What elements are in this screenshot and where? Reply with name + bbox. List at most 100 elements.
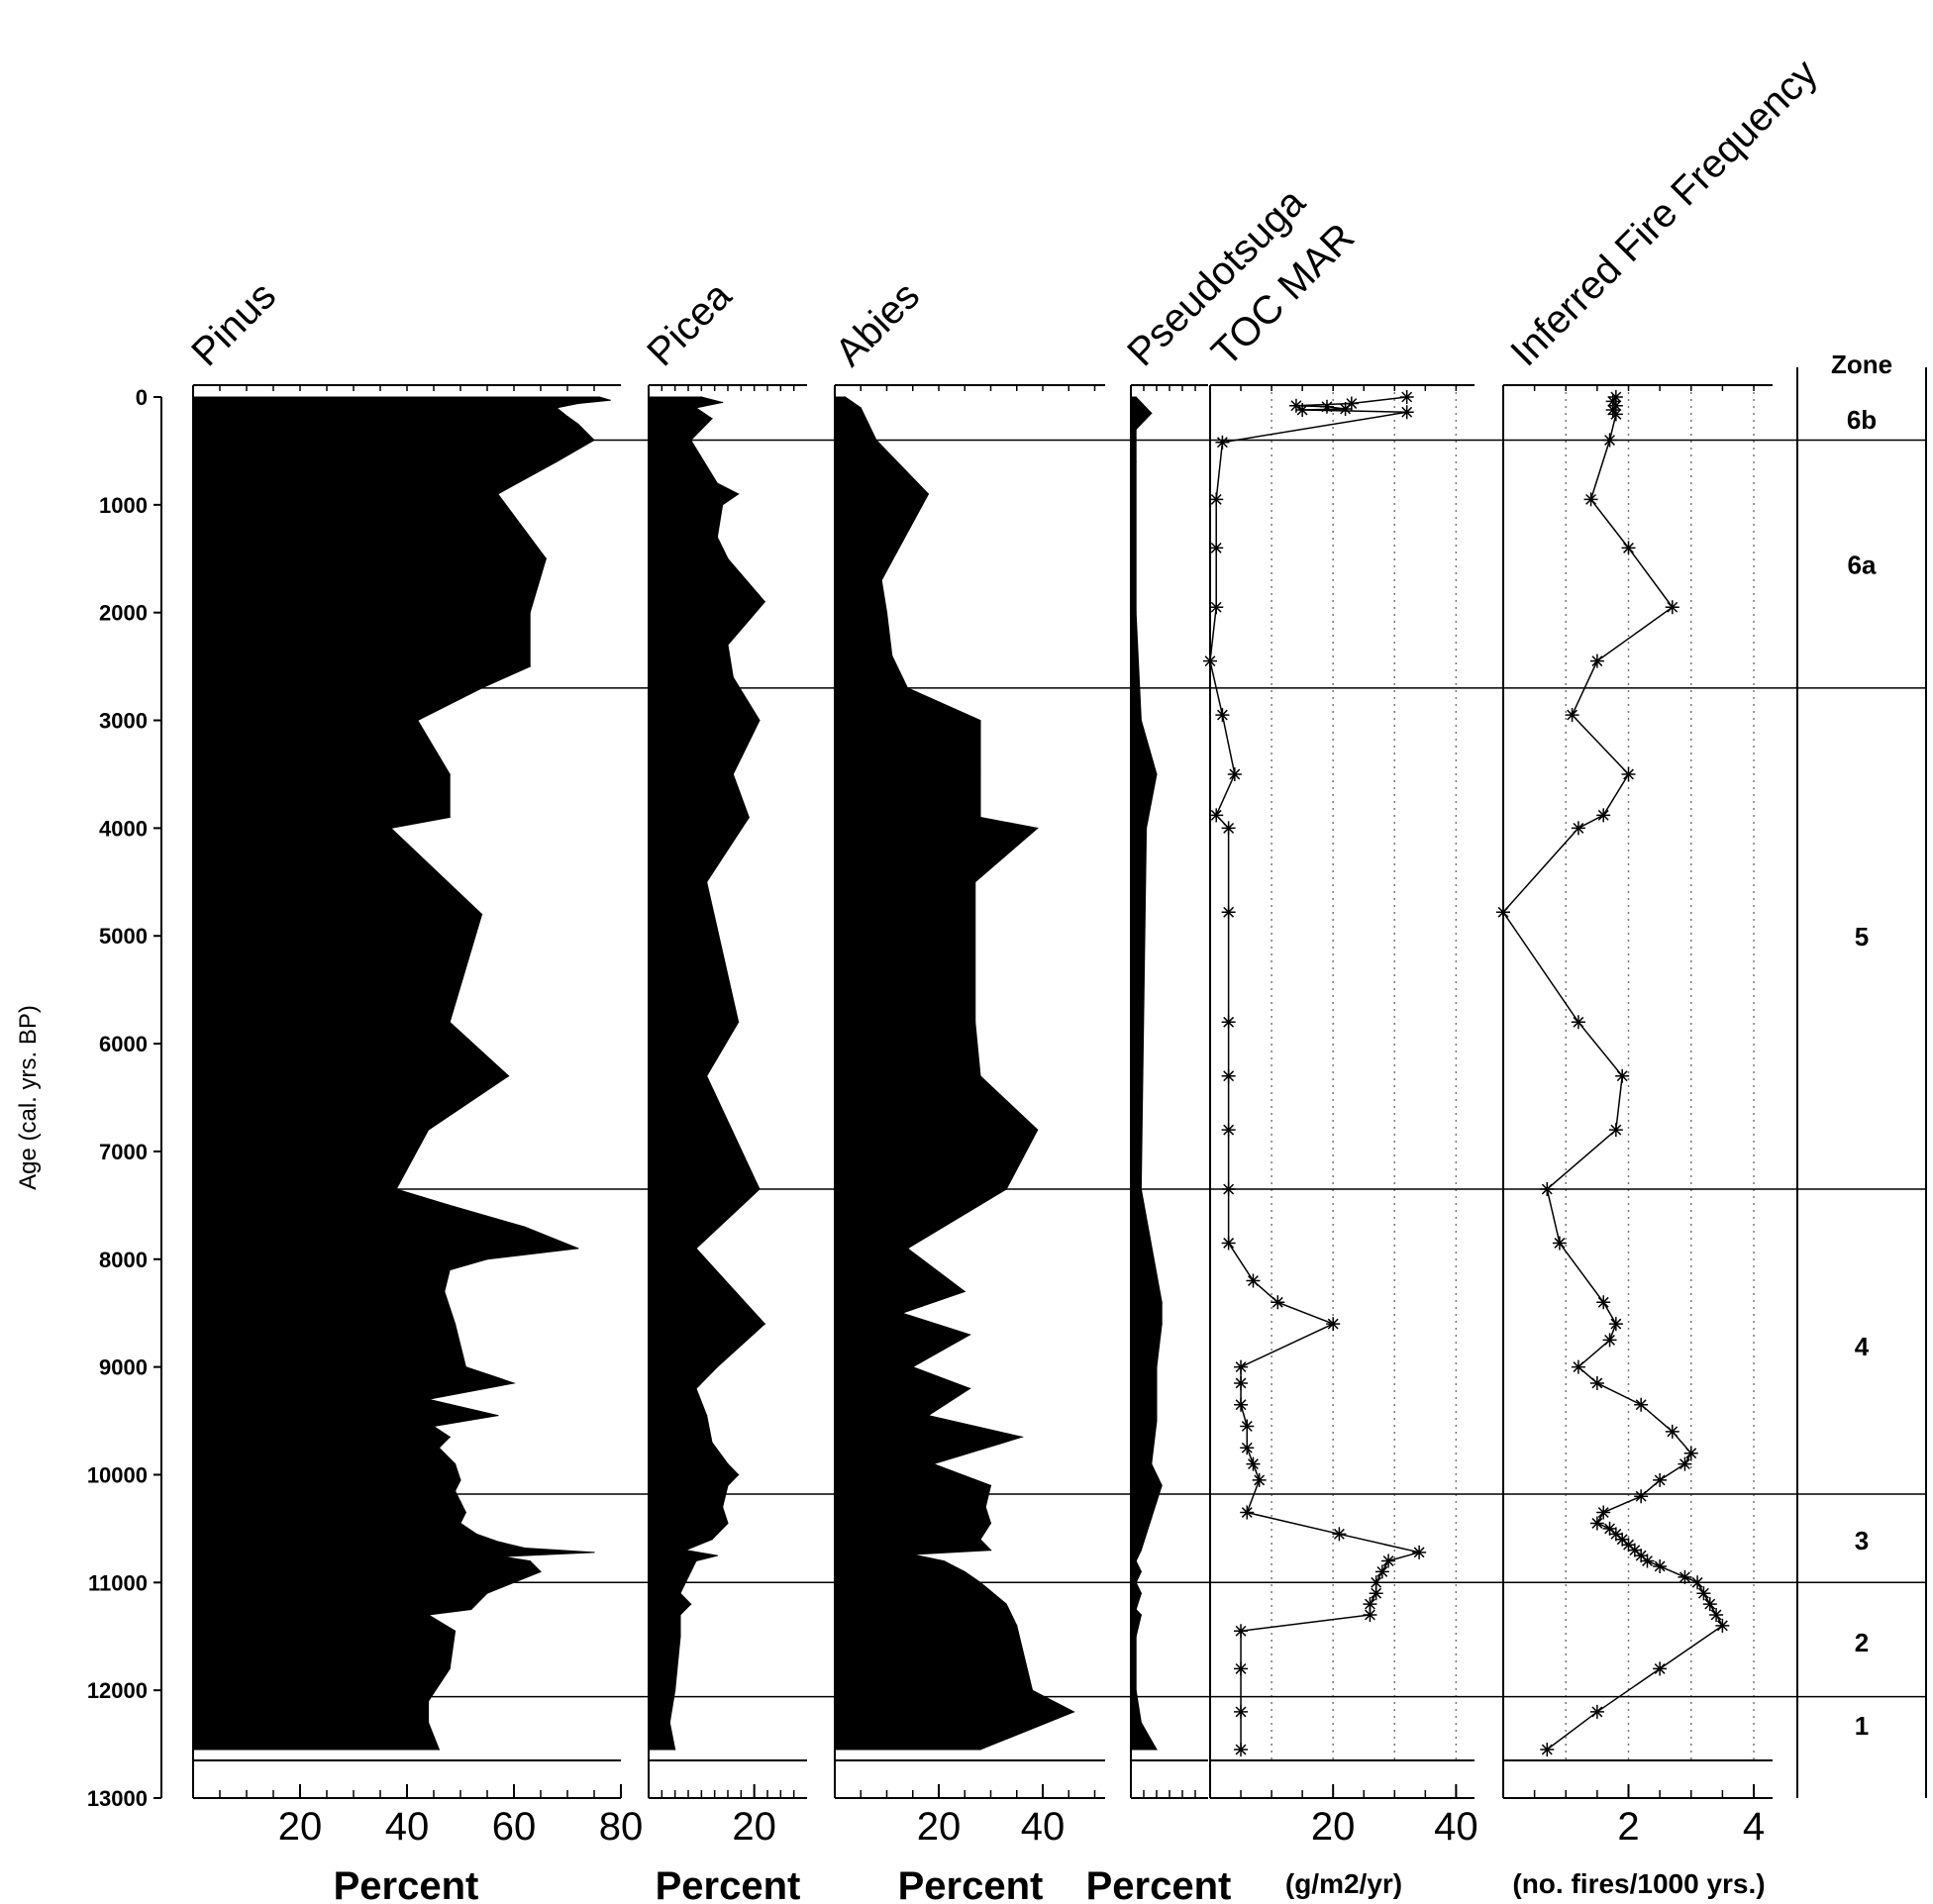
pinus-sample-point bbox=[449, 816, 451, 819]
inferred-fire-frequency-data-point bbox=[1571, 1359, 1585, 1374]
picea-sample-point bbox=[759, 719, 761, 722]
picea-sample-point bbox=[695, 407, 697, 409]
toc-mar-data-point bbox=[1412, 1545, 1427, 1559]
pseudotsuga-x-label: Percent bbox=[1086, 1864, 1232, 1904]
inferred-fire-frequency-data-point bbox=[1605, 394, 1620, 409]
zone-label: 3 bbox=[1855, 1526, 1869, 1555]
toc-mar-data-point bbox=[1369, 1586, 1383, 1601]
toc-mar-data-point bbox=[1332, 1527, 1347, 1542]
pseudotsuga-sample-point bbox=[1156, 773, 1158, 775]
toc-mar-line bbox=[1209, 396, 1420, 1751]
abies-curve bbox=[834, 396, 1075, 1751]
pseudotsuga-sample-point bbox=[1140, 1592, 1142, 1594]
pinus-sample-point bbox=[497, 493, 499, 495]
picea-sample-point bbox=[674, 1749, 676, 1751]
inferred-fire-frequency-data-point bbox=[1589, 1516, 1604, 1531]
picea-sample-point bbox=[716, 1366, 718, 1368]
toc-mar-data-point bbox=[1363, 1607, 1377, 1622]
inferred-fire-frequency-data-point bbox=[1608, 398, 1623, 413]
inferred-fire-frequency-data-point bbox=[1552, 1236, 1567, 1251]
zone-header: Zone bbox=[1831, 350, 1892, 379]
toc-mar-data-point bbox=[1338, 401, 1353, 416]
picea-sample-point bbox=[748, 816, 750, 819]
toc-mar-data-point bbox=[1215, 435, 1230, 450]
picea-sample-point bbox=[690, 1603, 692, 1605]
inferred-fire-frequency-data-point bbox=[1583, 492, 1598, 507]
inferred-fire-frequency-data-point bbox=[1608, 1527, 1623, 1542]
pinus-sample-point bbox=[390, 827, 392, 829]
pseudotsuga-curve bbox=[1130, 396, 1163, 1751]
zone-label: 2 bbox=[1855, 1628, 1869, 1657]
picea-sample-point bbox=[716, 1554, 718, 1556]
abies-sample-point bbox=[979, 1539, 981, 1541]
pinus-title: Pinus bbox=[183, 273, 284, 374]
toc-mar-data-point bbox=[1221, 1068, 1236, 1083]
pinus-sample-point bbox=[455, 1490, 457, 1492]
picea-sample-point bbox=[732, 676, 734, 678]
inferred-fire-frequency-data-point bbox=[1589, 1375, 1604, 1390]
toc-mar-data-point bbox=[1234, 1704, 1249, 1719]
age-tick-label: 3000 bbox=[99, 709, 148, 734]
picea-sample-point bbox=[711, 418, 713, 420]
pinus-sample-point bbox=[428, 1722, 430, 1724]
abies-title: Abies bbox=[827, 273, 928, 374]
pinus-sample-point bbox=[556, 460, 558, 462]
inferred-fire-frequency-data-point bbox=[1615, 1532, 1630, 1547]
pinus-sample-point bbox=[464, 1511, 466, 1514]
inferred-fire-frequency-data-point bbox=[1608, 1123, 1623, 1138]
inferred-fire-frequency-data-point bbox=[1683, 1446, 1698, 1460]
toc-mar-data-point bbox=[1203, 653, 1217, 668]
pseudotsuga-sample-point bbox=[1140, 1550, 1142, 1552]
age-tick-label: 12000 bbox=[87, 1678, 148, 1703]
inferred-fire-frequency-data-point bbox=[1605, 403, 1620, 418]
picea-sample-point bbox=[732, 773, 734, 775]
pinus-x-tick-label: 40 bbox=[385, 1805, 430, 1849]
zone-label: 6b bbox=[1847, 405, 1877, 435]
picea-x-label: Percent bbox=[656, 1864, 801, 1904]
inferred-fire-frequency-x-label: (no. fires/1000 yrs.) bbox=[1512, 1868, 1765, 1899]
inferred-fire-frequency-data-point bbox=[1678, 1569, 1692, 1584]
toc-mar-x-tick-label: 40 bbox=[1434, 1805, 1478, 1849]
toc-mar-data-point bbox=[1252, 1472, 1267, 1487]
pseudotsuga-sample-point bbox=[1151, 412, 1153, 414]
picea-sample-point bbox=[706, 1075, 708, 1077]
toc-mar-data-point bbox=[1234, 1661, 1249, 1676]
picea-sample-point bbox=[727, 1484, 729, 1486]
pinus-sample-point bbox=[449, 1436, 451, 1438]
abies-sample-point bbox=[1037, 1129, 1039, 1131]
pinus-sample-point bbox=[566, 415, 568, 418]
age-tick-label: 4000 bbox=[99, 816, 148, 841]
pinus-sample-point bbox=[577, 402, 579, 405]
abies-x-tick-label: 40 bbox=[1021, 1805, 1066, 1849]
inferred-fire-frequency-data-point bbox=[1709, 1607, 1724, 1622]
pinus-sample-point bbox=[417, 719, 419, 722]
inferred-fire-frequency-data-point bbox=[1634, 1397, 1649, 1412]
pinus-sample-point bbox=[486, 1592, 488, 1594]
picea-sample-point bbox=[727, 1462, 729, 1465]
age-tick-label: 0 bbox=[136, 385, 148, 410]
abies-sample-point bbox=[1021, 1436, 1023, 1438]
inferred-fire-frequency-data-point bbox=[1665, 600, 1679, 615]
toc-mar-data-point bbox=[1246, 1456, 1261, 1471]
picea-sample-point bbox=[695, 1248, 697, 1250]
inferred-fire-frequency-data-point bbox=[1602, 1521, 1617, 1536]
toc-mar-data-point bbox=[1215, 708, 1230, 723]
pinus-curve bbox=[192, 396, 611, 1751]
inferred-fire-frequency-data-point bbox=[1496, 905, 1510, 920]
pseudotsuga-sample-point bbox=[1146, 827, 1148, 829]
pinus-sample-point bbox=[470, 1608, 472, 1611]
inferred-fire-frequency-data-point bbox=[1602, 1333, 1617, 1348]
inferred-fire-frequency-data-point bbox=[1565, 708, 1579, 723]
inferred-fire-frequency-data-point bbox=[1596, 1505, 1611, 1520]
abies-sample-point bbox=[1016, 1625, 1018, 1627]
abies-sample-point bbox=[984, 1506, 986, 1508]
toc-mar-data-point bbox=[1344, 396, 1359, 411]
inferred-fire-frequency-data-point bbox=[1571, 821, 1585, 836]
picea-sample-point bbox=[763, 601, 765, 603]
pinus-sample-point bbox=[497, 1541, 499, 1543]
inferred-fire-frequency-data-point bbox=[1608, 1317, 1623, 1332]
pinus-sample-point bbox=[524, 1547, 526, 1550]
inferred-fire-frequency-data-point bbox=[1696, 1586, 1711, 1601]
abies-sample-point bbox=[989, 1522, 992, 1525]
